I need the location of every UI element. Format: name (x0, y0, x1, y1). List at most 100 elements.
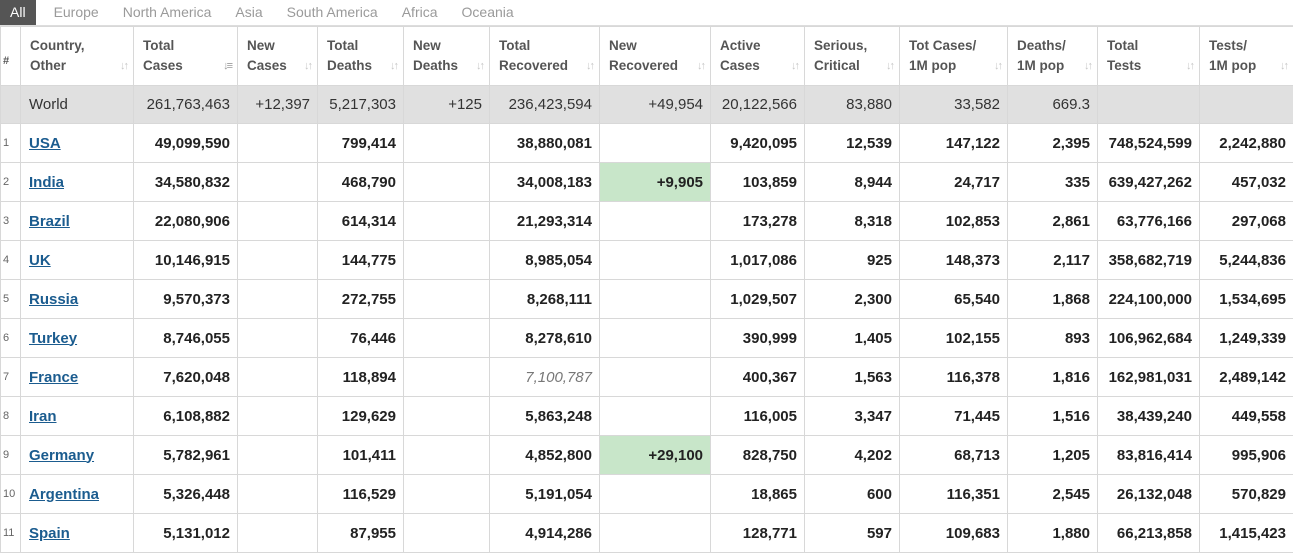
col-header-tests-per-1m[interactable]: Tests/1M pop↓↑ (1200, 27, 1293, 86)
cell-tests-per-1m: 995,906 (1200, 436, 1293, 475)
country-link[interactable]: Spain (29, 525, 70, 542)
cell-country: Iran (21, 397, 134, 436)
cell-total-cases: 9,570,373 (134, 280, 238, 319)
cell-tests-per-1m (1200, 86, 1293, 124)
col-header-label: Recovered (499, 58, 568, 73)
cell-index (1, 86, 21, 124)
col-header-label: Cases (143, 58, 183, 73)
cell-tests-per-1m: 2,489,142 (1200, 358, 1293, 397)
col-header-label: Serious, (814, 38, 867, 53)
country-link[interactable]: Argentina (29, 486, 99, 503)
sort-icon[interactable]: ↓↑ (791, 56, 798, 76)
tab-all[interactable]: All (0, 0, 36, 25)
tab-north-america[interactable]: North America (111, 0, 224, 25)
cell-tests-per-1m: 2,242,880 (1200, 124, 1293, 163)
cell-active-cases: 1,029,507 (711, 280, 805, 319)
country-link[interactable]: Russia (29, 291, 78, 308)
country-link[interactable]: Iran (29, 408, 57, 425)
cell-total-cases: 10,146,915 (134, 241, 238, 280)
country-link[interactable]: UK (29, 252, 51, 269)
sort-icon[interactable]: ↓↑ (1186, 56, 1193, 76)
cell-total-cases: 8,746,055 (134, 319, 238, 358)
cell-total-deaths: 101,411 (318, 436, 404, 475)
cell-new-deaths (404, 358, 490, 397)
cell-total-deaths: 118,894 (318, 358, 404, 397)
tab-europe[interactable]: Europe (42, 0, 111, 25)
cell-active-cases: 1,017,086 (711, 241, 805, 280)
col-header-deaths-per-1m[interactable]: Deaths/1M pop↓↑ (1008, 27, 1098, 86)
cell-total-recovered: 38,880,081 (490, 124, 600, 163)
cell-index: 2 (1, 163, 21, 202)
cell-country: Brazil (21, 202, 134, 241)
tab-africa[interactable]: Africa (390, 0, 450, 25)
country-link[interactable]: USA (29, 135, 61, 152)
sort-icon[interactable]: ↓↑ (120, 56, 127, 76)
col-header-label: # (3, 55, 9, 67)
tab-oceania[interactable]: Oceania (450, 0, 526, 25)
sort-icon[interactable]: ↓↑ (304, 56, 311, 76)
cell-new-deaths (404, 241, 490, 280)
col-header-country[interactable]: Country,Other↓↑ (21, 27, 134, 86)
cell-total-cases: 49,099,590 (134, 124, 238, 163)
country-link[interactable]: Brazil (29, 213, 70, 230)
country-link[interactable]: France (29, 369, 78, 386)
country-link[interactable]: Turkey (29, 330, 77, 347)
cell-total-tests: 63,776,166 (1098, 202, 1200, 241)
cell-tot-cases-per-1m: 147,122 (900, 124, 1008, 163)
country-link[interactable]: Germany (29, 447, 94, 464)
sort-icon[interactable]: ↓↑ (994, 56, 1001, 76)
cell-new-cases: +12,397 (238, 86, 318, 124)
tab-south-america[interactable]: South America (275, 0, 390, 25)
col-header-serious-critical[interactable]: Serious,Critical↓↑ (805, 27, 900, 86)
cell-deaths-per-1m: 335 (1008, 163, 1098, 202)
sort-icon[interactable]: ↓≡ (223, 56, 231, 76)
cell-new-recovered (600, 397, 711, 436)
col-header-label: Deaths (413, 58, 458, 73)
cell-country: India (21, 163, 134, 202)
cell-serious-critical: 925 (805, 241, 900, 280)
cell-tests-per-1m: 449,558 (1200, 397, 1293, 436)
cell-tot-cases-per-1m: 102,155 (900, 319, 1008, 358)
cell-total-tests: 106,962,684 (1098, 319, 1200, 358)
cell-total-tests: 38,439,240 (1098, 397, 1200, 436)
cell-new-cases (238, 124, 318, 163)
sort-icon[interactable]: ↓↑ (476, 56, 483, 76)
cell-serious-critical: 1,405 (805, 319, 900, 358)
sort-icon[interactable]: ↓↑ (586, 56, 593, 76)
col-header-total-recovered[interactable]: Total Recovered ↓↑ (490, 27, 600, 86)
cell-serious-critical: 83,880 (805, 86, 900, 124)
sort-icon[interactable]: ↓↑ (1280, 56, 1287, 76)
col-header-tot-cases-per-1m[interactable]: Tot Cases/1M pop↓↑ (900, 27, 1008, 86)
cell-tests-per-1m: 1,249,339 (1200, 319, 1293, 358)
sort-icon[interactable]: ↓↑ (1084, 56, 1091, 76)
sort-icon[interactable]: ↓↑ (390, 56, 397, 76)
col-header-index[interactable]: # (1, 27, 21, 86)
cell-index: 10 (1, 475, 21, 514)
cell-total-recovered: 21,293,314 (490, 202, 600, 241)
cell-new-deaths (404, 514, 490, 553)
sort-icon[interactable]: ↓↑ (886, 56, 893, 76)
tab-asia[interactable]: Asia (223, 0, 274, 25)
cell-index: 6 (1, 319, 21, 358)
cell-total-cases: 5,326,448 (134, 475, 238, 514)
cell-deaths-per-1m: 1,880 (1008, 514, 1098, 553)
cell-total-cases: 22,080,906 (134, 202, 238, 241)
country-link[interactable]: India (29, 174, 64, 191)
cell-active-cases: 128,771 (711, 514, 805, 553)
cell-serious-critical: 8,318 (805, 202, 900, 241)
cell-serious-critical: 4,202 (805, 436, 900, 475)
col-header-label: Total (499, 38, 530, 53)
cell-total-tests: 748,524,599 (1098, 124, 1200, 163)
sort-icon[interactable]: ↓↑ (697, 56, 704, 76)
